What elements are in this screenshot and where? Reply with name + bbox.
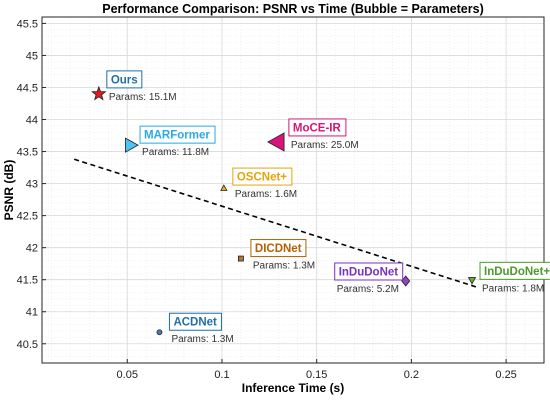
point-moce-ir: MoCE-IR Params: 25.0M [267,118,359,152]
y-tick-label: 44 [26,115,38,127]
marformer-marker [125,137,139,153]
point-marformer: MARFormer Params: 11.8M [125,125,216,158]
ours-label-box [106,70,143,89]
indudonet-plus-label-box [479,261,550,280]
point-dicdnet: DICDNet Params: 1.3M [238,239,315,272]
oscnet-plus-marker [220,184,228,191]
chart-title: Performance Comparison: PSNR vs Time (Bu… [102,2,484,16]
acdnet-params-label: Params: 1.3M [171,334,233,345]
indudonet-plus-label: InDuDoNet+ [484,266,550,278]
y-axis-label: PSNR (dB) [2,160,16,221]
point-indudonet: InDuDoNet Params: 5.2M [334,262,411,295]
indudonet-label-box [334,262,404,281]
trendline [73,158,478,289]
y-tick-label: 40.5 [17,339,38,351]
oscnet-plus-params-label: Params: 1.6M [235,189,297,200]
acdnet-label: ACDNet [173,317,217,329]
dicdnet-label-box [250,239,307,258]
ours-label: Ours [111,74,138,86]
marformer-params-label: Params: 11.8M [142,147,209,158]
acdnet-marker [156,329,163,336]
ticks: 0.05 0.1 0.15 0.2 0.25 40.5 41 41.5 42 42.5 43 43.5… [17,18,517,381]
point-ours: Ours Params: 15.1M [91,70,177,103]
point-acdnet: ACDNet Params: 1.3M [156,312,234,345]
y-tick-label: 43 [26,179,38,191]
ours-marker [91,85,107,101]
dicdnet-marker [238,255,244,262]
y-tick-label: 43.5 [17,147,38,159]
x-tick-label: 0.25 [495,369,516,381]
moce-ir-label-box [288,118,347,137]
x-axis-label: Inference Time (s) [242,381,344,395]
point-oscnet-plus: OSCNet+ Params: 1.6M [220,167,297,200]
y-tick-label: 41 [26,307,38,319]
indudonet-params-label: Params: 5.2M [337,284,399,295]
x-tick-label: 0.2 [404,369,419,381]
acdnet-label-box [168,312,222,331]
x-tick-label: 0.1 [214,369,229,381]
moce-ir-params-label: Params: 25.0M [291,140,359,151]
point-indudonet-plus: InDuDoNet+ Params: 1.8M [467,261,550,294]
y-tick-label: 41.5 [17,275,38,287]
dicdnet-params-label: Params: 1.3M [253,261,315,272]
indudonet-plus-params-label: Params: 1.8M [482,283,544,294]
indudonet-label: InDuDoNet [339,266,399,278]
indudonet-plus-marker [467,277,477,285]
y-tick-label: 44.5 [17,82,38,94]
ours-params-label: Params: 15.1M [109,92,177,103]
oscnet-plus-label: OSCNet+ [237,172,287,184]
moce-ir-label: MoCE-IR [293,122,342,134]
dicdnet-label: DICDNet [255,243,302,255]
plot-frame [41,16,545,364]
moce-ir-marker [267,132,285,152]
x-tick-label: 0.15 [306,369,327,381]
marformer-label: MARFormer [144,130,210,142]
y-tick-label: 45.5 [17,18,38,30]
y-tick-label: 42.5 [17,211,38,223]
marformer-label-box [139,125,216,144]
oscnet-plus-label-box [232,167,293,186]
trendline-group [73,158,478,289]
y-tick-label: 42 [26,243,38,255]
x-tick-label: 0.05 [117,369,138,381]
y-tick-label: 45 [26,50,38,62]
